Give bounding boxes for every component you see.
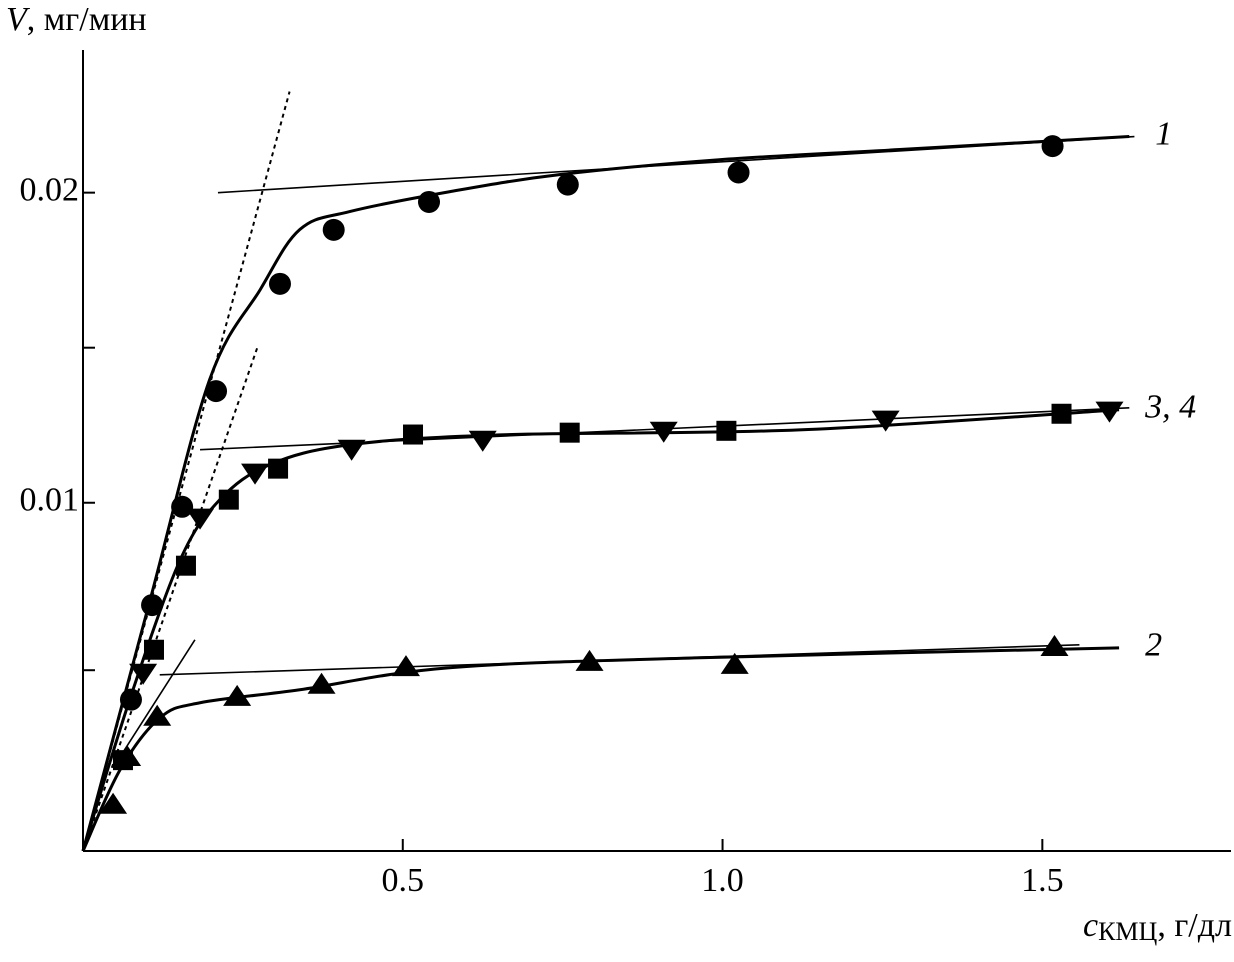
- circle-marker: [417, 190, 440, 213]
- circle-marker: [205, 380, 228, 403]
- triangle-up-marker: [575, 649, 604, 671]
- triangle-up-marker: [720, 652, 749, 674]
- circle-marker: [268, 272, 291, 295]
- triangle-up-marker: [1040, 634, 1069, 656]
- square-marker: [143, 639, 164, 660]
- x-label-unit: , г/дл: [1157, 907, 1232, 944]
- circle-marker: [1041, 135, 1064, 158]
- y-axis-label: V, мг/мин: [6, 1, 147, 38]
- square-marker: [175, 555, 196, 576]
- triangle-down-marker: [241, 463, 270, 485]
- triangle-down-marker: [1095, 401, 1124, 423]
- dashed-line: [82, 346, 259, 852]
- triangle-down-marker: [871, 410, 900, 432]
- circle-marker: [727, 161, 750, 184]
- fit-curve: [81, 135, 1130, 852]
- circle-marker: [322, 218, 345, 241]
- curve-label: 3, 4: [1144, 389, 1196, 426]
- triangle-up-marker: [143, 704, 172, 726]
- x-axis-label: cКМЦ, г/дл: [1083, 907, 1232, 946]
- triangle-down-marker: [468, 430, 497, 452]
- curve-label: 1: [1155, 115, 1172, 152]
- triangle-down-marker: [129, 663, 158, 685]
- circle-marker: [141, 594, 164, 617]
- circle-marker: [119, 688, 142, 711]
- x-tick-label: 1.5: [1021, 862, 1064, 899]
- square-marker: [716, 420, 737, 441]
- circle-marker: [171, 495, 194, 518]
- x-label-subscript: КМЦ: [1098, 917, 1157, 946]
- tangent-line: [117, 639, 196, 761]
- square-marker: [268, 458, 289, 479]
- circle-marker: [556, 173, 579, 196]
- triangle-up-marker: [391, 655, 420, 677]
- y-tick-label: 0.01: [20, 482, 80, 519]
- square-marker: [112, 750, 133, 771]
- square-marker: [218, 489, 239, 510]
- triangle-up-marker: [99, 792, 128, 814]
- square-marker: [403, 424, 424, 445]
- curve-label: 2: [1145, 627, 1162, 664]
- y-tick-label: 0.02: [20, 171, 80, 208]
- triangle-down-marker: [649, 421, 678, 443]
- fit-curve: [81, 408, 1120, 852]
- y-label-unit: , мг/мин: [27, 1, 147, 38]
- x-tick-label: 0.5: [382, 862, 425, 899]
- triangle-down-marker: [337, 439, 366, 461]
- triangle-down-marker: [186, 508, 215, 530]
- fit-curve: [81, 646, 1120, 852]
- x-label-symbol: c: [1083, 907, 1098, 944]
- x-tick-label: 1.0: [701, 862, 744, 899]
- triangle-up-marker: [307, 672, 336, 694]
- square-marker: [559, 422, 580, 443]
- triangle-up-marker: [223, 684, 252, 706]
- square-marker: [1051, 403, 1072, 424]
